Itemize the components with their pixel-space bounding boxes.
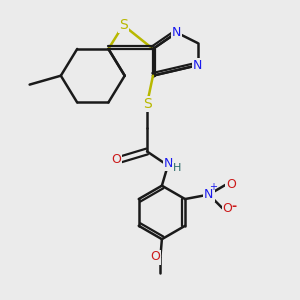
Text: S: S bbox=[119, 18, 128, 32]
Text: O: O bbox=[150, 250, 160, 263]
Text: S: S bbox=[143, 97, 152, 111]
Text: O: O bbox=[226, 178, 236, 191]
Text: -: - bbox=[232, 200, 237, 213]
Text: H: H bbox=[172, 163, 181, 173]
Text: O: O bbox=[223, 202, 232, 215]
Text: N: N bbox=[164, 158, 173, 170]
Text: N: N bbox=[204, 188, 214, 201]
Text: O: O bbox=[111, 153, 121, 166]
Text: N: N bbox=[193, 59, 202, 72]
Text: +: + bbox=[209, 182, 217, 192]
Text: N: N bbox=[172, 26, 182, 39]
